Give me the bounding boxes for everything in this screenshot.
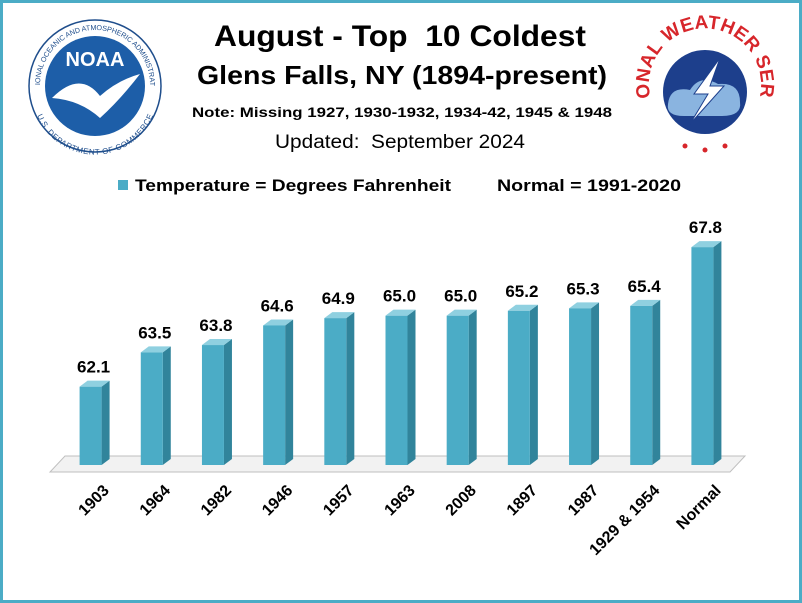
bar-side xyxy=(285,319,294,465)
bar-side xyxy=(652,299,661,465)
chart-note: Note: Missing 1927, 1930-1932, 1934-42, … xyxy=(192,104,612,120)
bar-side xyxy=(346,312,355,465)
value-label: 64.9 xyxy=(322,289,355,308)
bar-top xyxy=(691,241,722,248)
bar-top xyxy=(569,302,600,309)
updated-text: Updated: September 2024 xyxy=(275,132,525,153)
chart-title: August - Top 10 Coldest xyxy=(214,20,586,53)
bar-top xyxy=(263,319,294,326)
bar-side xyxy=(713,241,722,465)
bar-side xyxy=(591,302,600,465)
value-label: 64.6 xyxy=(261,296,294,315)
bar-top xyxy=(140,346,171,353)
bar-top xyxy=(446,309,477,316)
chart-subtitle: Glens Falls, NY (1894-present) xyxy=(197,60,607,90)
bar xyxy=(630,305,653,465)
bar-top xyxy=(79,380,110,387)
value-label: 65.3 xyxy=(566,279,599,298)
bar-side xyxy=(101,380,110,465)
noaa-text: NOAA xyxy=(66,49,125,71)
legend-swatch xyxy=(118,180,128,190)
bar xyxy=(691,247,714,465)
value-label: 62.1 xyxy=(77,358,110,377)
bar-side xyxy=(407,309,416,465)
legend-text: Normal = 1991-2020 xyxy=(497,176,681,195)
legend-text: Temperature = Degrees Fahrenheit xyxy=(135,176,451,195)
bar-top xyxy=(507,304,538,311)
bar xyxy=(324,318,347,465)
bar xyxy=(201,345,224,465)
value-label: 63.5 xyxy=(138,323,171,342)
bar-top xyxy=(324,312,355,319)
bar xyxy=(263,325,286,465)
bar-side xyxy=(162,346,171,465)
bar xyxy=(507,310,530,465)
bar-side xyxy=(468,309,477,465)
value-label: 65.4 xyxy=(628,277,662,296)
bar-top xyxy=(201,339,232,346)
value-label: 65.0 xyxy=(444,287,477,306)
bar xyxy=(79,386,102,465)
bar xyxy=(569,308,592,465)
value-label: 65.2 xyxy=(505,282,538,301)
bar-side xyxy=(223,339,232,465)
bar xyxy=(446,315,469,465)
value-label: 63.8 xyxy=(199,316,232,335)
bar-side xyxy=(529,304,538,465)
bar xyxy=(385,315,408,465)
value-label: 65.0 xyxy=(383,287,416,306)
bar-top xyxy=(630,299,661,306)
bar xyxy=(140,352,163,465)
value-label: 67.8 xyxy=(689,218,722,237)
bar-top xyxy=(385,309,416,316)
